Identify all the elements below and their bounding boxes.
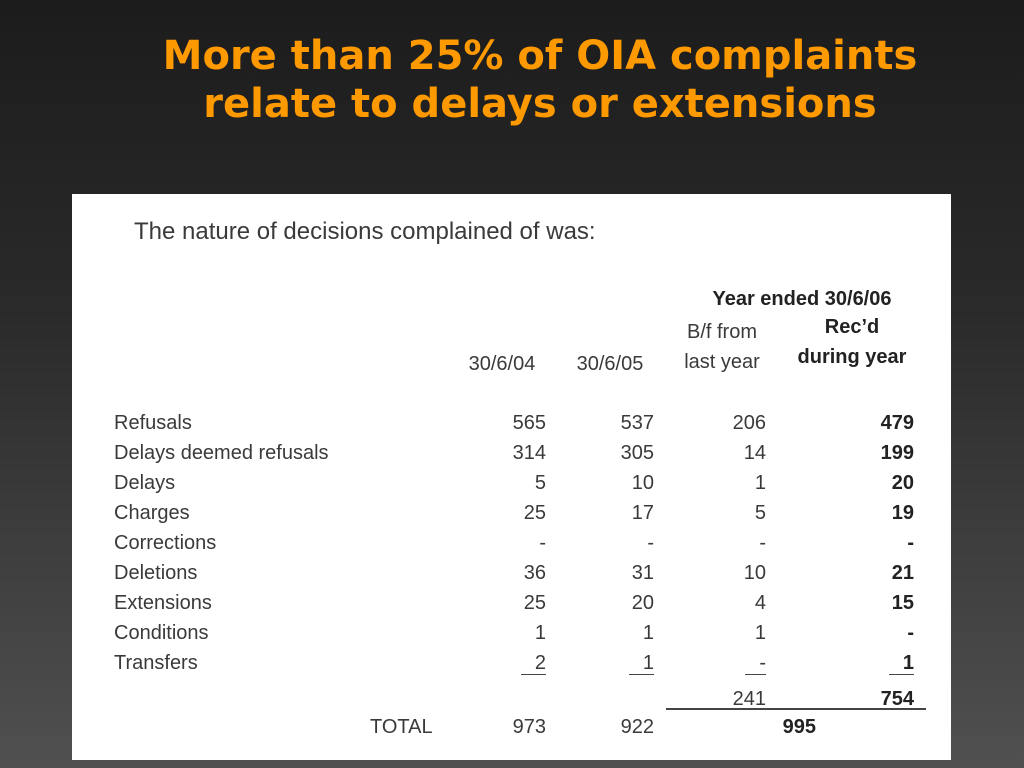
total-3064: 973: [512, 716, 546, 738]
row-cell-c1: -: [539, 532, 546, 554]
row-cell-c2: 537: [620, 412, 654, 434]
row-cell-c3: 1: [754, 622, 766, 644]
underlined-value: 2: [520, 652, 546, 675]
row-cell-c3: 4: [754, 592, 766, 614]
row-cell-c3: 1: [754, 472, 766, 494]
col-header-recd-line2: during year: [797, 346, 907, 368]
row-cell-c1: 25: [523, 502, 546, 524]
row-cell-c4: -: [907, 532, 914, 554]
col-header-3065: 30/6/05: [576, 353, 644, 375]
row-label: Delays: [114, 472, 176, 494]
row-cell-c4: 479: [880, 412, 914, 434]
row-cell-c4: -: [907, 622, 914, 644]
row-cell-c3: -: [759, 532, 766, 554]
row-label: Refusals: [114, 412, 192, 434]
row-cell-c3: 5: [754, 502, 766, 524]
row-label: Conditions: [114, 622, 209, 644]
underlined-value: 1: [628, 652, 654, 675]
subtotal-recd: 754: [880, 688, 914, 710]
row-cell-c4: 1: [834, 652, 914, 675]
col-header-recd-line1: Rec’d: [824, 316, 880, 338]
row-cell-c1: 36: [523, 562, 546, 584]
row-cell-c2: -: [647, 532, 654, 554]
row-label: Extensions: [114, 592, 212, 614]
total-3065: 922: [620, 716, 654, 738]
row-cell-c1: 5: [534, 472, 546, 494]
col-header-bf-line1: B/f from: [686, 321, 757, 343]
row-cell-c4: 20: [891, 472, 914, 494]
subtotal-bf: 241: [732, 688, 766, 710]
underlined-value: -: [745, 652, 766, 675]
row-cell-c4: 15: [891, 592, 914, 614]
col-header-recd: Rec’d during year: [784, 312, 920, 372]
row-cell-c4: 19: [891, 502, 914, 524]
col-header-bf-line2: last year: [684, 351, 760, 373]
row-cell-c1: 314: [512, 442, 546, 464]
total-rule: [666, 708, 926, 710]
row-cell-c2: 1: [642, 622, 654, 644]
col-header-3064: 30/6/04: [468, 353, 536, 375]
row-cell-c3: 206: [732, 412, 766, 434]
row-cell-c1: 565: [512, 412, 546, 434]
document-image: The nature of decisions complained of wa…: [72, 194, 951, 760]
row-label: Deletions: [114, 562, 198, 584]
row-cell-c2: 305: [620, 442, 654, 464]
group-header: Year ended 30/6/06: [712, 288, 892, 310]
row-cell-c2: 10: [631, 472, 654, 494]
row-cell-c1: 1: [534, 622, 546, 644]
title-line-1: More than 25% of OIA complaints: [162, 33, 918, 79]
row-label: Transfers: [114, 652, 198, 674]
document-heading: The nature of decisions complained of wa…: [134, 218, 596, 245]
row-cell-c1: 2: [466, 652, 546, 675]
col-header-bf: B/f from last year: [672, 317, 772, 377]
row-cell-c3: 10: [743, 562, 766, 584]
row-cell-c3: -: [686, 652, 766, 675]
row-cell-c2: 31: [631, 562, 654, 584]
row-label: Delays deemed refusals: [114, 442, 329, 464]
row-cell-c1: 25: [523, 592, 546, 614]
row-cell-c2: 20: [631, 592, 654, 614]
title-line-2: relate to delays or extensions: [203, 81, 877, 127]
row-cell-c4: 21: [891, 562, 914, 584]
total-year: 995: [782, 716, 816, 738]
slide-title: More than 25% of OIA complaints relate t…: [60, 32, 1020, 128]
row-cell-c2: 1: [574, 652, 654, 675]
row-label: Charges: [114, 502, 190, 524]
total-label: TOTAL: [370, 716, 433, 738]
row-cell-c3: 14: [743, 442, 766, 464]
row-cell-c2: 17: [631, 502, 654, 524]
row-cell-c4: 199: [880, 442, 914, 464]
row-label: Corrections: [114, 532, 217, 554]
underlined-value: 1: [888, 652, 914, 675]
